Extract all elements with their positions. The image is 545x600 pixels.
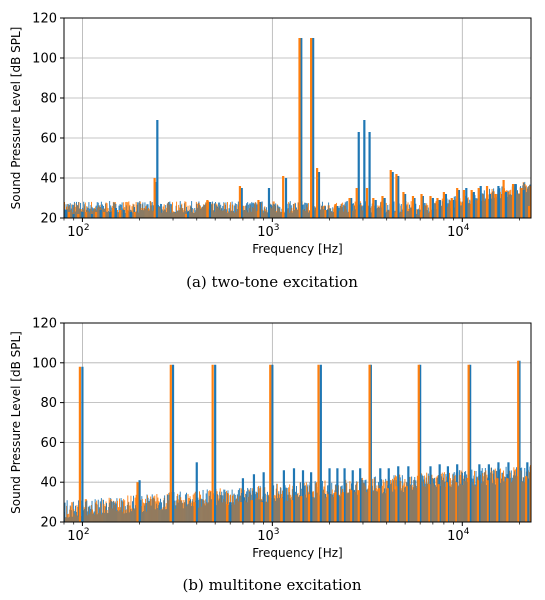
y-tick-label: 20 <box>40 516 57 531</box>
chart-caption: (b) multitone excitation <box>183 576 362 594</box>
series-1 <box>64 38 525 218</box>
x-axis-label: Frequency [Hz] <box>252 242 343 256</box>
x-tick-label: 103 <box>257 527 279 544</box>
y-tick-label: 20 <box>40 212 57 227</box>
y-axis-label: Sound Pressure Level [dB SPL] <box>9 27 23 210</box>
plot-area <box>64 360 531 522</box>
y-tick-label: 120 <box>32 317 57 332</box>
chart-caption: (a) two-tone excitation <box>186 273 358 291</box>
x-tick-label: 103 <box>257 223 279 240</box>
y-tick-label: 60 <box>40 436 57 451</box>
y-tick-label: 40 <box>40 172 57 187</box>
series-2 <box>78 360 528 522</box>
y-tick-label: 80 <box>40 92 57 107</box>
axes-frame <box>63 322 532 523</box>
x-axis-label: Frequency [Hz] <box>252 546 343 560</box>
series-2 <box>67 38 531 218</box>
y-tick-label: 100 <box>32 356 57 371</box>
chart-panel-1: 20 40 60 80 100 120 102 103 104 Frequency [Hz] Sou… <box>9 12 532 291</box>
y-tick-label: 60 <box>40 132 57 147</box>
y-tick-label: 80 <box>40 396 57 411</box>
x-tick-label: 102 <box>67 223 89 240</box>
x-tick-label: 104 <box>447 527 470 544</box>
x-tick-label: 104 <box>447 223 470 240</box>
axes-frame <box>63 17 532 219</box>
chart-panel-2: 20 40 60 80 100 120 102 103 104 Frequency [Hz] Sou… <box>9 317 532 594</box>
x-tick-label: 102 <box>67 527 89 544</box>
y-axis-label: Sound Pressure Level [dB SPL] <box>9 331 23 514</box>
y-tick-label: 40 <box>40 476 57 491</box>
noise-floor <box>64 465 531 522</box>
y-tick-label: 120 <box>32 12 57 27</box>
plot-area <box>64 38 531 218</box>
y-tick-label: 100 <box>32 52 57 67</box>
